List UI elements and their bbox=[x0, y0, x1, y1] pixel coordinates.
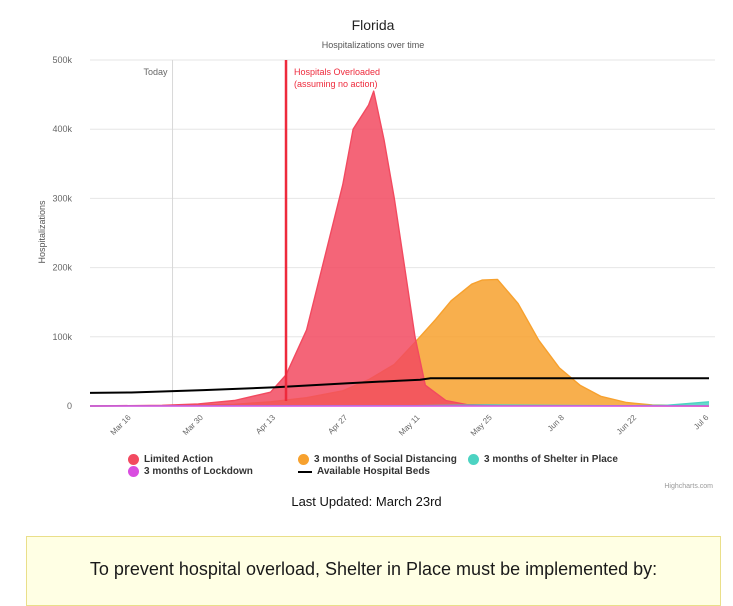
credits-link[interactable]: Highcharts.com bbox=[664, 483, 713, 490]
legend-swatch bbox=[468, 454, 479, 465]
series-available-hospital-beds bbox=[89, 377, 709, 394]
y-tick-label: 300k bbox=[52, 193, 72, 203]
today-label: Today bbox=[144, 67, 169, 77]
legend-label: 3 months of Social Distancing bbox=[314, 454, 457, 465]
overload-label: Hospitals Overloaded bbox=[294, 67, 380, 77]
y-axis-title: Hospitalizations bbox=[37, 200, 47, 264]
annotations: Today Hospitals Overloaded (assuming no ac… bbox=[144, 60, 380, 401]
series-layer bbox=[89, 90, 710, 407]
notice-box: To prevent hospital overload, Shelter in… bbox=[26, 536, 721, 606]
legend-swatch bbox=[298, 454, 309, 465]
chart-title: Florida bbox=[352, 17, 395, 33]
x-tick-label: May 11 bbox=[397, 413, 422, 438]
legend: Limited Action 3 months of Social Distanc… bbox=[128, 454, 648, 484]
y-tick-label: 400k bbox=[52, 124, 72, 134]
series-limited-action bbox=[89, 90, 710, 407]
legend-label: 3 months of Shelter in Place bbox=[484, 454, 618, 465]
legend-item-limited-action[interactable]: Limited Action bbox=[128, 454, 213, 465]
legend-item-3-months-of-shelter-in-place[interactable]: 3 months of Shelter in Place bbox=[468, 454, 618, 465]
legend-item-available-hospital-beds[interactable]: Available Hospital Beds bbox=[298, 466, 430, 477]
x-tick-label: Jul 6 bbox=[692, 413, 711, 432]
legend-label: Available Hospital Beds bbox=[317, 466, 430, 477]
legend-label: Limited Action bbox=[144, 454, 214, 465]
x-tick-label: Apr 27 bbox=[326, 413, 349, 436]
area-fill bbox=[90, 91, 709, 406]
area-outline bbox=[89, 90, 710, 407]
y-axis-ticks: 0 100k 200k 300k 400k 500k bbox=[52, 55, 72, 411]
x-tick-label: Mar 16 bbox=[109, 413, 133, 437]
y-tick-label: 0 bbox=[67, 401, 72, 411]
legend-swatch bbox=[298, 470, 312, 473]
x-axis-ticks: Mar 16 Mar 30 Apr 13 Apr 27 May 11 May 25 Jun … bbox=[109, 413, 711, 438]
x-tick-label: Mar 30 bbox=[181, 413, 205, 437]
notice-text: To prevent hospital overload, Shelter in… bbox=[89, 559, 658, 579]
legend-item-3-months-of-social-distancing[interactable]: 3 months of Social Distancing bbox=[298, 454, 457, 465]
chart-subtitle: Hospitalizations over time bbox=[322, 40, 425, 50]
legend-swatch bbox=[128, 466, 139, 477]
legend-item-3-months-of-lockdown[interactable]: 3 months of Lockdown bbox=[128, 466, 253, 477]
x-tick-label: Apr 13 bbox=[254, 413, 277, 436]
area-fill bbox=[90, 279, 709, 406]
y-tick-label: 500k bbox=[52, 55, 72, 65]
line-path bbox=[89, 377, 709, 394]
overload-label: (assuming no action) bbox=[294, 79, 378, 89]
y-tick-label: 200k bbox=[52, 263, 72, 273]
legend-swatch bbox=[128, 454, 139, 465]
last-updated: Last Updated: March 23rd bbox=[291, 494, 442, 509]
legend-label: 3 months of Lockdown bbox=[144, 466, 253, 477]
x-tick-label: May 25 bbox=[469, 413, 494, 438]
chart: Florida Hospitalizations over time Hospi… bbox=[37, 17, 715, 438]
x-tick-label: Jun 22 bbox=[615, 413, 639, 437]
y-tick-label: 100k bbox=[52, 332, 72, 342]
grid-lines bbox=[90, 59, 715, 406]
x-tick-label: Jun 8 bbox=[546, 413, 567, 434]
